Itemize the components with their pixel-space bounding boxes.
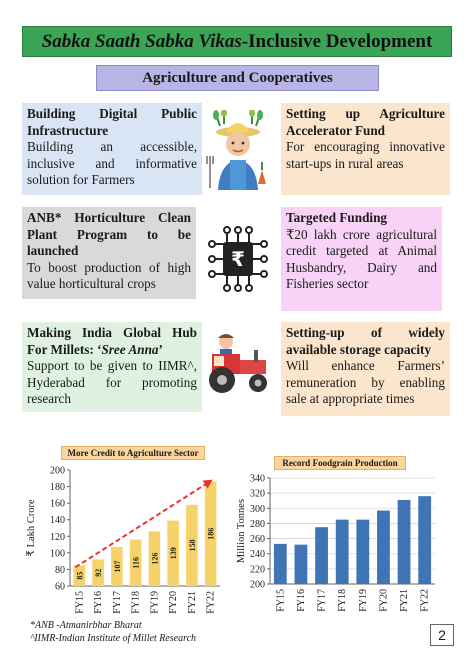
section-heading: Agriculture and Cooperatives (96, 65, 379, 91)
y-tick-label: 300 (250, 504, 265, 515)
x-tick-label: FY21 (187, 591, 198, 614)
y-tick-label: 60 (55, 582, 65, 593)
bar (111, 547, 123, 586)
y-axis-label: Million Tonnes (236, 499, 247, 563)
accelerator-box: Setting up Agriculture Accelerator Fund … (281, 103, 450, 195)
x-tick-label: FY18 (131, 591, 142, 614)
storage-title: Setting-up of widely available storage c… (286, 325, 445, 357)
footnote-anb: *ANB -Atmanirbhar Bharat (30, 620, 142, 631)
bar (397, 499, 411, 584)
foodgrain-chart-title: Record Foodgrain Production (274, 456, 406, 470)
y-tick-label: 80 (55, 565, 65, 576)
bar (92, 559, 104, 586)
trend-line (74, 482, 208, 569)
page-number: 2 (430, 624, 454, 646)
bar (377, 510, 390, 584)
x-tick-label: FY22 (206, 591, 217, 614)
bar (186, 504, 198, 586)
x-tick-label: FY16 (296, 589, 307, 612)
y-tick-label: 340 (250, 474, 265, 485)
y-tick-label: 240 (250, 549, 265, 560)
x-tick-label: FY19 (149, 591, 160, 614)
y-axis-label: ₹ Lakh Crore (25, 499, 37, 557)
y-tick-label: 160 (50, 499, 65, 510)
data-label: 85 (75, 572, 84, 580)
title-rest: -Inclusive Development (241, 30, 433, 52)
y-tick-label: 200 (250, 580, 265, 591)
bar (204, 481, 217, 586)
data-label: 139 (169, 547, 178, 559)
data-label: 158 (188, 539, 197, 551)
funding-body: ₹20 lakh crore agricultural credit targe… (286, 226, 437, 292)
funding-title: Targeted Funding (286, 210, 388, 225)
bar (129, 539, 142, 586)
millets-title: Making India Global Hub For Millets: ‘Sr… (27, 325, 197, 358)
horticulture-title: ANB* Horticulture Clean Plant Program to… (27, 210, 191, 258)
y-tick-label: 180 (50, 482, 65, 493)
millets-title-italic: Sree Anna (101, 341, 159, 357)
foodgrain-chart: 200 220 240 260 280 300 320 340 FY15 FY16 FY17 FY18… (236, 474, 435, 612)
storage-body: Will enhance Farmers’ remuneration by en… (286, 358, 445, 406)
farmer-icon (206, 110, 266, 190)
rupee-chip-icon: ₹ (208, 226, 268, 292)
data-label: 186 (207, 528, 216, 540)
y-tick-label: 120 (50, 532, 65, 543)
horticulture-box: ANB* Horticulture Clean Plant Program to… (22, 207, 196, 299)
x-tick-label: FY21 (399, 589, 410, 612)
dpi-box: Building Digital Public Infrastructure B… (22, 103, 202, 195)
svg-text:₹: ₹ (231, 247, 245, 271)
funding-box: Targeted Funding ₹20 lakh crore agricult… (281, 207, 442, 311)
data-label: 107 (113, 561, 122, 573)
data-label: 116 (132, 557, 141, 569)
millets-title-prefix: Making India Global Hub For Millets: ‘ (27, 325, 197, 357)
data-label: 126 (150, 553, 159, 565)
y-tick-label: 200 (50, 466, 65, 477)
dpi-title: Building Digital Public Infrastructure (27, 106, 197, 138)
y-tick-label: 280 (250, 519, 265, 530)
y-tick-label: 320 (250, 489, 265, 500)
tractor-icon (209, 334, 267, 393)
page-title: Sabka Saath Sabka Vikas -Inclusive Develo… (22, 26, 452, 57)
x-tick-label: FY19 (358, 589, 369, 612)
bar (73, 565, 86, 586)
x-tick-label: FY20 (378, 589, 389, 612)
y-tick-label: 220 (250, 564, 265, 575)
dpi-body: Building an accessible, inclusive and in… (27, 139, 197, 187)
x-tick-label: FY17 (317, 589, 328, 612)
millets-box: Making India Global Hub For Millets: ‘Sr… (22, 322, 202, 412)
footnote-iimr: ^IIMR-Indian Institute of Millet Researc… (30, 633, 197, 644)
x-tick-label: FY15 (275, 589, 286, 612)
horticulture-body: To boost production of high value hortic… (27, 259, 191, 292)
bar (418, 496, 432, 584)
bar (335, 519, 349, 584)
bar (315, 527, 328, 584)
x-tick-label: FY22 (420, 589, 431, 612)
x-tick-label: FY18 (337, 589, 348, 612)
bar (356, 519, 370, 584)
bar (148, 531, 161, 586)
y-tick-label: 100 (50, 548, 65, 559)
credit-chart: 60 80 100 120 140 160 180 200 85 FY15 92 FY16 107 FY1… (25, 466, 220, 614)
millets-title-suffix: ’ (158, 341, 163, 357)
bar (273, 543, 287, 584)
data-label: 92 (94, 569, 103, 577)
accelerator-body: For encouraging innovative start-ups in … (286, 139, 445, 171)
title-italic: Sabka Saath Sabka Vikas (41, 30, 242, 52)
millets-body: Support to be given to IIMR^, Hyderabad … (27, 358, 197, 406)
x-tick-label: FY16 (93, 591, 104, 614)
credit-chart-title: More Credit to Agriculture Sector (61, 446, 205, 460)
x-tick-label: FY15 (74, 591, 85, 614)
x-tick-label: FY20 (168, 591, 179, 614)
trend-arrowhead (202, 479, 213, 489)
accelerator-title: Setting up Agriculture Accelerator Fund (286, 106, 445, 138)
storage-box: Setting-up of widely available storage c… (281, 322, 450, 416)
x-tick-label: FY17 (112, 591, 123, 614)
bar (167, 520, 179, 586)
bar (294, 544, 308, 584)
y-tick-label: 140 (50, 515, 65, 526)
y-tick-label: 260 (250, 534, 265, 545)
